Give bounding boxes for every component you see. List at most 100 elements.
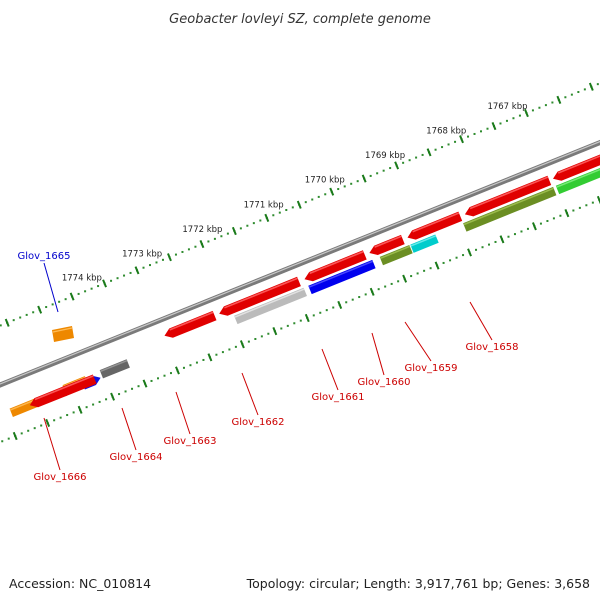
cog-bar: [555, 167, 600, 195]
gene-labels: Glov_1658 Glov_1659 Glov_1660 Glov_1661 Glov…: [17, 251, 518, 483]
scale-dot: [434, 148, 437, 151]
gene-glov-1660[interactable]: [407, 211, 463, 240]
scale-dot: [285, 209, 288, 212]
scale-dot: [221, 351, 224, 354]
scale-dot: [181, 250, 184, 253]
scale-label: 1773 kbp: [122, 249, 162, 259]
scale-dot: [577, 91, 580, 94]
scale-dot: [544, 104, 547, 107]
scale-dot: [53, 419, 56, 422]
scale-dot: [311, 198, 314, 201]
scale-dot: [254, 337, 257, 340]
scale-dot: [345, 301, 348, 304]
gene-label[interactable]: Glov_1663: [163, 436, 216, 447]
scale-dot: [182, 366, 185, 369]
scale-dot: [441, 146, 444, 149]
scale-dot: [513, 233, 516, 236]
gene-glov-1662-shine: [309, 250, 364, 275]
scale-dot: [351, 298, 354, 301]
scale-dot: [85, 406, 88, 409]
gene-label[interactable]: Glov_1664: [109, 452, 162, 463]
gene-label[interactable]: Glov_1660: [357, 377, 410, 388]
scale-tick: [467, 248, 472, 257]
scale-tick: [175, 366, 180, 375]
scale-dot: [416, 272, 419, 275]
gene-label[interactable]: Glov_1659: [404, 363, 457, 374]
scale-dot: [272, 214, 275, 217]
gene-glov-1664-body: [164, 310, 217, 338]
gene-glov-1664[interactable]: [164, 310, 217, 338]
scale-dot: [0, 324, 2, 327]
scale-dot: [40, 424, 43, 427]
scale-dot: [150, 379, 153, 382]
scale-dot: [583, 88, 586, 91]
scale-label: 1774 kbp: [62, 274, 102, 284]
label-leader: [43, 417, 61, 471]
accession-text: Accession: NC_010814: [9, 576, 152, 591]
scale-dot: [137, 385, 140, 388]
scale-dot: [473, 132, 476, 135]
gene-label[interactable]: Glov_1666: [33, 472, 86, 483]
cog-bar: [52, 326, 74, 342]
backbone-line: [0, 139, 600, 388]
map-title: Geobacter lovleyi SZ, complete genome: [169, 12, 431, 27]
scale-dot: [252, 222, 255, 225]
scale-dot: [410, 275, 413, 278]
scale-tick: [394, 161, 400, 170]
gene-glov-1666-shine: [62, 375, 94, 389]
scale-tick: [239, 340, 245, 349]
scale-dot: [546, 219, 549, 222]
scale-dot: [390, 282, 393, 285]
gene-glov-1663-shine: [224, 277, 298, 309]
scale-tick: [207, 353, 213, 362]
cog-bar: [379, 245, 413, 266]
label-leader: [404, 321, 432, 362]
scale-dot: [51, 303, 54, 306]
scale-dot: [486, 127, 489, 130]
scale-dot: [20, 432, 23, 435]
scale-dot: [570, 93, 573, 96]
gene-track: [29, 141, 600, 408]
scale-dot: [389, 167, 392, 170]
scale-dot: [564, 96, 567, 99]
scale-dot: [317, 195, 320, 198]
scale-dot: [228, 348, 231, 351]
scale-dot: [163, 374, 166, 377]
gene-unlabeled[interactable]: [29, 386, 67, 408]
scale-dot: [408, 159, 411, 162]
scale-dot: [552, 217, 555, 220]
scale-dot: [189, 364, 192, 367]
scale-dot: [207, 240, 210, 243]
scale-dot: [512, 117, 515, 120]
scale-dot: [155, 261, 158, 264]
gene-glov-1662-body: [304, 250, 367, 282]
scale-dot: [194, 245, 197, 248]
gene-glov-1666[interactable]: [57, 374, 97, 397]
scale-dot: [239, 227, 242, 230]
scale-dot: [421, 153, 424, 156]
scale-dot: [572, 209, 575, 212]
scale-dot: [382, 169, 385, 172]
scale-dot: [116, 277, 119, 280]
gene-label[interactable]: Glov_1658: [465, 342, 518, 353]
gene-label[interactable]: Glov_1665: [17, 251, 70, 262]
gene-glov-1661[interactable]: [369, 234, 405, 255]
gene-glov-1659[interactable]: [464, 175, 552, 217]
scale-dot: [148, 264, 151, 267]
scale-dot: [27, 429, 30, 432]
scale-tick: [167, 253, 172, 262]
gene-glov-1658[interactable]: [553, 141, 600, 181]
cog-bar: [463, 186, 557, 232]
scale-dot: [58, 300, 61, 303]
cog-bar: [99, 359, 130, 379]
scale-dot: [142, 266, 145, 269]
scale-tick: [272, 327, 278, 336]
scale-dot: [299, 319, 302, 322]
gene-label[interactable]: Glov_1661: [311, 392, 364, 403]
gene-glov-1662[interactable]: [304, 250, 367, 282]
scale-tick: [588, 82, 594, 91]
scale-dot: [246, 224, 249, 227]
scale-dot: [174, 253, 177, 256]
gene-glov-1663[interactable]: [219, 276, 301, 316]
gene-label[interactable]: Glov_1662: [231, 417, 284, 428]
